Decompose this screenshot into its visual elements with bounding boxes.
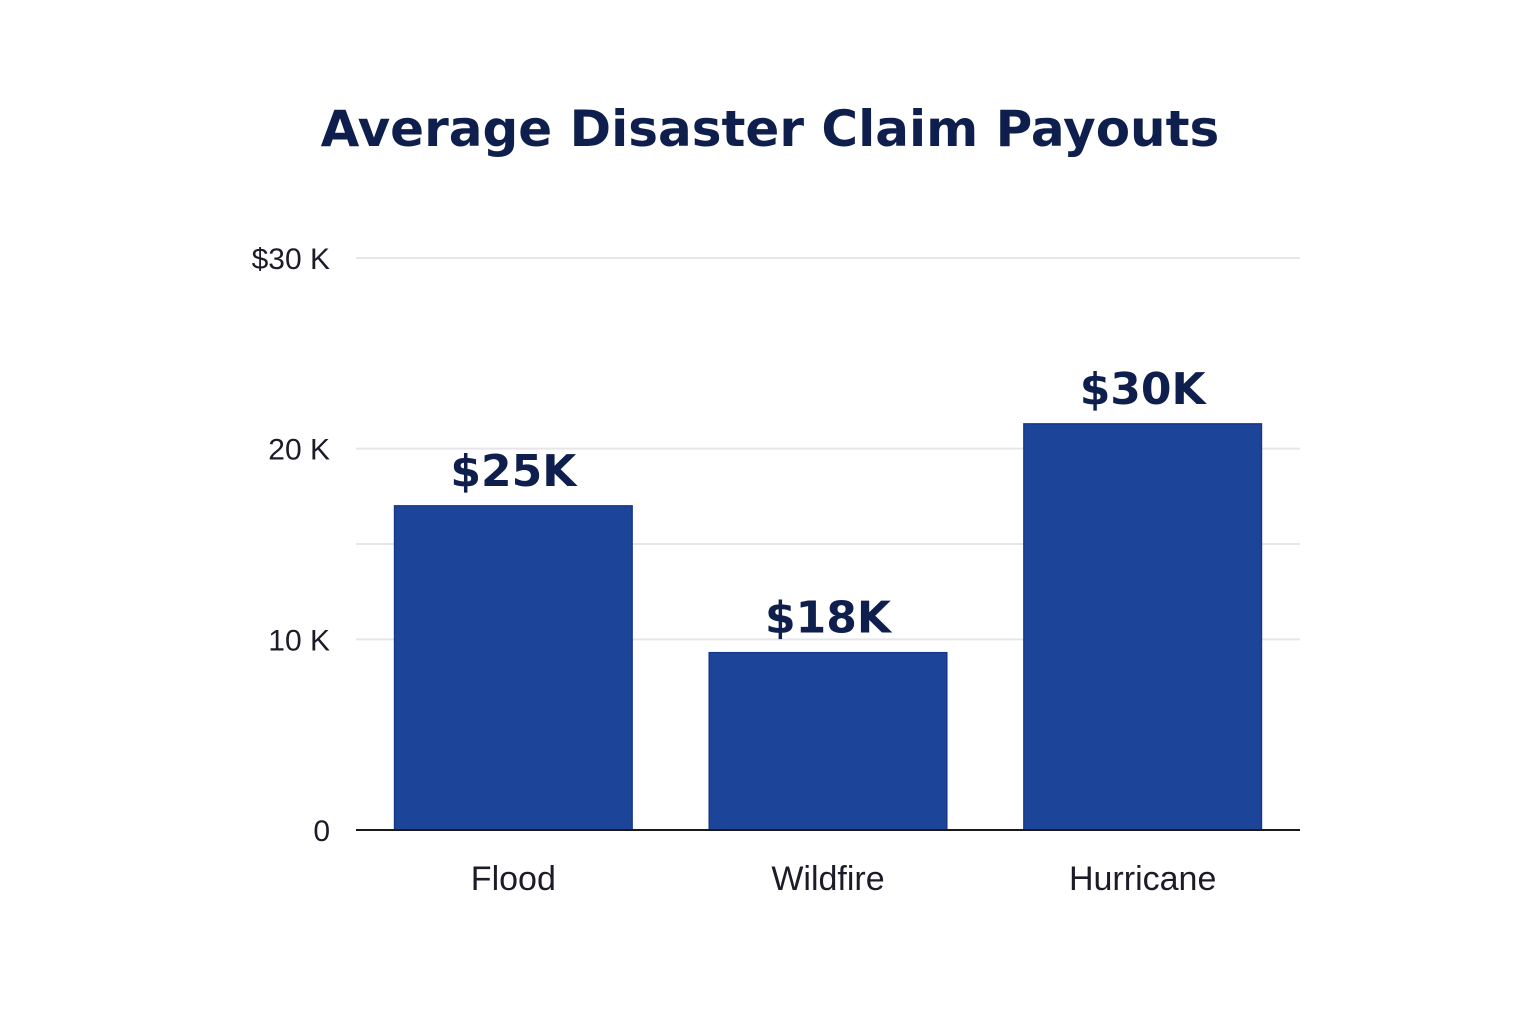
value-label: $18K (765, 593, 893, 644)
chart-title: Average Disaster Claim Payouts (321, 100, 1220, 158)
value-label: $25K (450, 446, 578, 497)
value-label: $30K (1080, 364, 1208, 415)
y-tick-label: 0 (313, 815, 330, 848)
bar-hurricane (1023, 423, 1263, 831)
x-axis-categories: Flood Wildfire Hurricane (471, 860, 1217, 898)
y-tick-label: 10 K (268, 624, 330, 657)
y-tick-label: 20 K (268, 434, 330, 467)
bars (393, 423, 1263, 831)
y-axis-ticks: $30 K 20 K 10 K 0 (252, 243, 330, 848)
value-labels: $25K $18K $30K (450, 364, 1207, 644)
category-label: Wildfire (771, 860, 884, 898)
bar-flood (393, 505, 633, 831)
y-tick-label: $30 K (252, 243, 330, 276)
category-label: Hurricane (1069, 860, 1216, 898)
bar-wildfire (708, 651, 948, 831)
category-label: Flood (471, 860, 556, 898)
